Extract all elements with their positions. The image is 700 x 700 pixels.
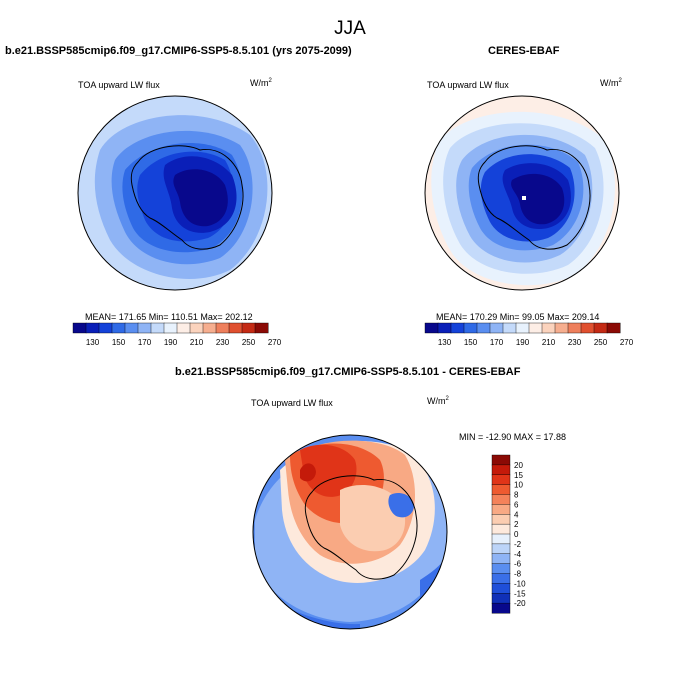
diff-colorbar-swatch	[491, 474, 511, 486]
diff-colorbar-tick-label: -10	[514, 579, 526, 588]
model-units-label: W/m2	[250, 78, 272, 88]
diff-colorbar-swatch	[491, 484, 511, 496]
diff-colorbar-tick-label: 20	[514, 461, 523, 470]
diff-colorbar-swatch	[491, 514, 511, 525]
model-colorbar-swatch	[241, 322, 256, 334]
obs-stats: MEAN= 170.29 Min= 99.05 Max= 209.14	[436, 312, 600, 322]
diff-colorbar-tick-label: -20	[514, 599, 526, 608]
obs-polar-map	[425, 96, 619, 290]
model-stats: MEAN= 171.65 Min= 110.51 Max= 202.12	[85, 312, 253, 322]
model-colorbar-swatch	[72, 322, 87, 334]
model-colorbar-tick-label: 250	[242, 338, 256, 347]
obs-colorbar-tick-label: 150	[464, 338, 478, 347]
obs-colorbar-swatch	[528, 322, 543, 334]
diff-colorbar-swatch	[491, 494, 511, 505]
model-colorbar-swatch	[137, 322, 152, 334]
model-colorbar-swatch	[176, 322, 191, 334]
obs-colorbar-swatch	[489, 322, 504, 334]
diff-colorbar-tick-label: 15	[514, 471, 523, 480]
obs-colorbar-swatch	[424, 322, 439, 334]
obs-colorbar-tick-label: 190	[516, 338, 530, 347]
model-colorbar-swatch	[228, 322, 243, 334]
obs-units-label: W/m2	[600, 78, 622, 88]
model-colorbar-tick-label: 150	[112, 338, 126, 347]
obs-colorbar-swatch	[567, 322, 582, 334]
diff-colorbar-tick-label: 4	[514, 510, 519, 519]
model-colorbar-tick-label: 190	[164, 338, 178, 347]
model-colorbar-tick-label: 230	[216, 338, 230, 347]
model-colorbar-tick-label: 130	[86, 338, 100, 347]
diff-colorbar-swatch	[491, 523, 511, 535]
model-colorbar-swatch	[150, 322, 165, 334]
obs-colorbar-swatch	[541, 322, 556, 334]
page-title: JJA	[334, 18, 366, 39]
model-colorbar-swatch	[202, 322, 217, 334]
model-variable-label: TOA upward LW flux	[78, 80, 160, 90]
obs-colorbar-swatch	[606, 322, 621, 334]
diff-colorbar-swatch	[491, 464, 511, 476]
obs-colorbar-swatch	[437, 322, 452, 334]
model-colorbar-swatch	[189, 322, 204, 334]
obs-colorbar-tick-label: 130	[438, 338, 452, 347]
model-colorbar-tick-label: 210	[190, 338, 204, 347]
diff-units-label: W/m2	[427, 396, 449, 406]
obs-colorbar-tick-label: 170	[490, 338, 504, 347]
model-colorbar-swatch	[163, 322, 178, 334]
diff-colorbar-tick-label: 10	[514, 481, 523, 490]
obs-panel-title: CERES-EBAF	[488, 45, 560, 57]
diff-colorbar-swatch	[491, 573, 511, 584]
model-colorbar-swatch	[98, 322, 113, 334]
model-colorbar-swatch	[124, 322, 139, 334]
diff-colorbar-swatch	[491, 583, 511, 594]
obs-colorbar-swatch	[502, 322, 517, 334]
diff-colorbar-tick-label: 6	[514, 500, 519, 509]
diff-colorbar-tick-label: -8	[514, 570, 522, 579]
diff-colorbar-tick-label: -6	[514, 560, 522, 569]
diff-colorbar-tick-label: 8	[514, 491, 519, 500]
model-colorbar: 130 150 170 190 210 230 250 270	[72, 322, 282, 347]
diff-colorbar-swatch	[491, 602, 511, 614]
model-colorbar-tick-label: 270	[268, 338, 282, 347]
model-panel-title: b.e21.BSSP585cmip6.f09_g17.CMIP6-SSP5-8.…	[5, 45, 352, 57]
diff-colorbar-tick-label: 2	[514, 520, 519, 529]
diff-colorbar-swatch	[491, 553, 511, 565]
model-colorbar-swatch	[254, 322, 269, 334]
diff-colorbar-tick-label: -15	[514, 589, 526, 598]
diff-colorbar-swatch	[491, 454, 511, 466]
diff-colorbar-swatch	[491, 533, 511, 545]
model-colorbar-tick-label: 170	[138, 338, 152, 347]
model-colorbar-swatch	[111, 322, 126, 334]
diff-colorbar-tick-label: -4	[514, 550, 522, 559]
diff-stats: MIN = -12.90 MAX = 17.88	[459, 432, 567, 442]
obs-colorbar-tick-label: 230	[568, 338, 582, 347]
obs-colorbar-swatch	[593, 322, 608, 334]
diff-colorbar-tick-label: -2	[514, 540, 522, 549]
obs-colorbar-tick-label: 250	[594, 338, 608, 347]
diff-panel-title: b.e21.BSSP585cmip6.f09_g17.CMIP6-SSP5-8.…	[175, 366, 521, 378]
obs-colorbar-swatch	[450, 322, 465, 334]
obs-colorbar-swatch	[463, 322, 478, 334]
obs-colorbar-swatch	[554, 322, 569, 334]
diff-polar-map	[253, 435, 447, 629]
obs-variable-label: TOA upward LW flux	[427, 80, 509, 90]
diff-colorbar-swatch	[491, 504, 511, 515]
obs-colorbar-swatch	[580, 322, 595, 334]
model-colorbar-swatch	[215, 322, 230, 334]
diff-colorbar-swatch	[491, 593, 511, 604]
obs-colorbar-swatch	[515, 322, 530, 334]
model-colorbar-swatch	[85, 322, 100, 334]
diff-variable-label: TOA upward LW flux	[251, 398, 333, 408]
obs-colorbar: 130 150 170 190 210 230 250 270	[424, 322, 634, 347]
diff-colorbar-swatch	[491, 563, 511, 575]
obs-colorbar-tick-label: 210	[542, 338, 556, 347]
obs-colorbar-tick-label: 270	[620, 338, 634, 347]
diff-colorbar-tick-label: 0	[514, 530, 519, 539]
diff-colorbar-swatch	[491, 543, 511, 555]
obs-colorbar-swatch	[476, 322, 491, 334]
